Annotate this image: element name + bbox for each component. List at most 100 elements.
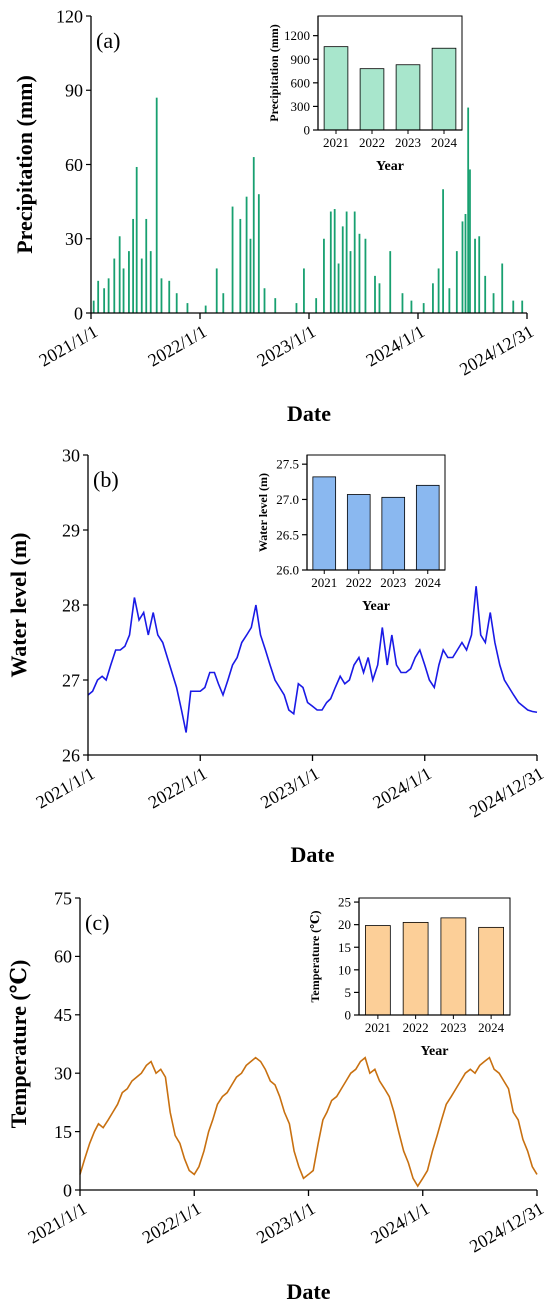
y-tick-label: 120 <box>56 6 83 26</box>
y-tick-label: 28 <box>62 595 80 615</box>
bar <box>215 268 218 313</box>
x-tick-label: 2023 <box>380 575 406 590</box>
y-tick-label: 300 <box>291 99 311 114</box>
bar <box>432 283 434 313</box>
bar <box>249 238 252 313</box>
y-tick-label: 30 <box>54 1064 72 1084</box>
x-tick-label: 2021 <box>323 135 349 150</box>
y-axis-label: Temperature (℃) <box>308 910 322 1002</box>
bar <box>365 925 391 1016</box>
line <box>79 1056 538 1188</box>
bar <box>204 305 207 313</box>
panel-label: (a) <box>96 28 120 53</box>
bar <box>97 280 100 313</box>
x-tick-label: 2024 <box>478 1020 505 1035</box>
bar <box>257 194 260 313</box>
y-tick-label: 5 <box>345 985 352 1000</box>
bar <box>333 209 336 313</box>
x-tick-label: 2024/12/31 <box>466 763 547 821</box>
bar <box>168 280 171 313</box>
y-axis-label: Temperature (℃) <box>6 960 31 1129</box>
bar <box>345 211 348 313</box>
x-tick-label: 2021/1/1 <box>36 321 101 370</box>
x-tick-label: 2023 <box>440 1020 466 1035</box>
bar <box>512 300 515 313</box>
y-tick-label: 60 <box>54 947 72 967</box>
bar <box>149 251 152 313</box>
y-axis-label: Water level (m) <box>6 533 31 678</box>
bar <box>492 293 495 313</box>
bar <box>135 166 138 313</box>
x-tick-label: 2023 <box>395 135 421 150</box>
x-axis-label: Year <box>421 1044 449 1059</box>
x-tick-label: 2021 <box>365 1020 391 1035</box>
panel-label: (c) <box>85 910 109 935</box>
bar <box>295 303 298 313</box>
bar <box>140 258 143 313</box>
x-tick-label: 2022 <box>359 135 385 150</box>
bar <box>128 251 130 313</box>
y-tick-label: 27.5 <box>276 457 299 472</box>
bar <box>145 218 148 313</box>
y-axis-label: Precipitation (mm) <box>267 24 281 121</box>
y-tick-label: 15 <box>338 940 351 955</box>
bar <box>467 107 470 313</box>
bar <box>521 300 524 313</box>
bar <box>263 288 266 313</box>
y-tick-label: 30 <box>65 229 83 249</box>
y-tick-label: 75 <box>54 888 72 908</box>
bar <box>442 189 444 313</box>
x-tick-label: 2024/12/31 <box>466 1198 547 1256</box>
x-tick-label: 2024/12/31 <box>456 321 537 379</box>
y-tick-label: 600 <box>291 75 311 90</box>
bar <box>501 263 504 313</box>
y-tick-label: 0 <box>63 1180 72 1200</box>
bar <box>437 268 440 313</box>
y-tick-label: 26.0 <box>276 563 299 578</box>
bar <box>378 283 381 313</box>
x-axis-label: Year <box>362 599 390 614</box>
bar <box>474 238 476 313</box>
bar <box>402 921 429 1016</box>
y-tick-label: 26 <box>62 745 80 765</box>
bar <box>118 236 121 313</box>
bar <box>222 293 225 313</box>
bar <box>122 268 125 313</box>
y-tick-label: 0 <box>304 123 311 138</box>
x-tick-label: 2021 <box>311 575 337 590</box>
bar <box>410 300 413 313</box>
y-tick-label: 25 <box>338 895 351 910</box>
bar <box>431 47 457 131</box>
bar <box>469 169 471 313</box>
y-tick-label: 0 <box>74 303 83 323</box>
x-axis-label: Date <box>291 842 335 867</box>
y-tick-label: 45 <box>54 1005 72 1025</box>
bar <box>448 288 451 313</box>
bar <box>464 214 467 313</box>
bar <box>484 275 487 313</box>
x-tick-label: 2022/1/1 <box>145 763 210 812</box>
x-tick-label: 2024/1/1 <box>367 1198 432 1247</box>
x-tick-label: 2024 <box>431 135 458 150</box>
bar <box>132 218 135 313</box>
bar <box>113 258 116 313</box>
line <box>87 586 538 733</box>
y-tick-label: 0 <box>345 1008 352 1023</box>
bar <box>401 293 404 313</box>
bar <box>175 293 178 313</box>
bar <box>346 494 371 571</box>
bar <box>337 263 340 313</box>
x-tick-label: 2022/1/1 <box>145 321 210 370</box>
bar <box>389 251 392 313</box>
bar <box>245 196 248 313</box>
y-axis-label: Precipitation (mm) <box>12 75 37 254</box>
y-tick-label: 27.0 <box>276 492 299 507</box>
bar <box>422 303 425 313</box>
bar <box>329 211 332 313</box>
bar <box>349 251 352 313</box>
bar <box>341 226 344 313</box>
y-tick-label: 26.5 <box>276 527 299 542</box>
x-tick-label: 2024/1/1 <box>369 763 434 812</box>
bar <box>92 300 95 313</box>
